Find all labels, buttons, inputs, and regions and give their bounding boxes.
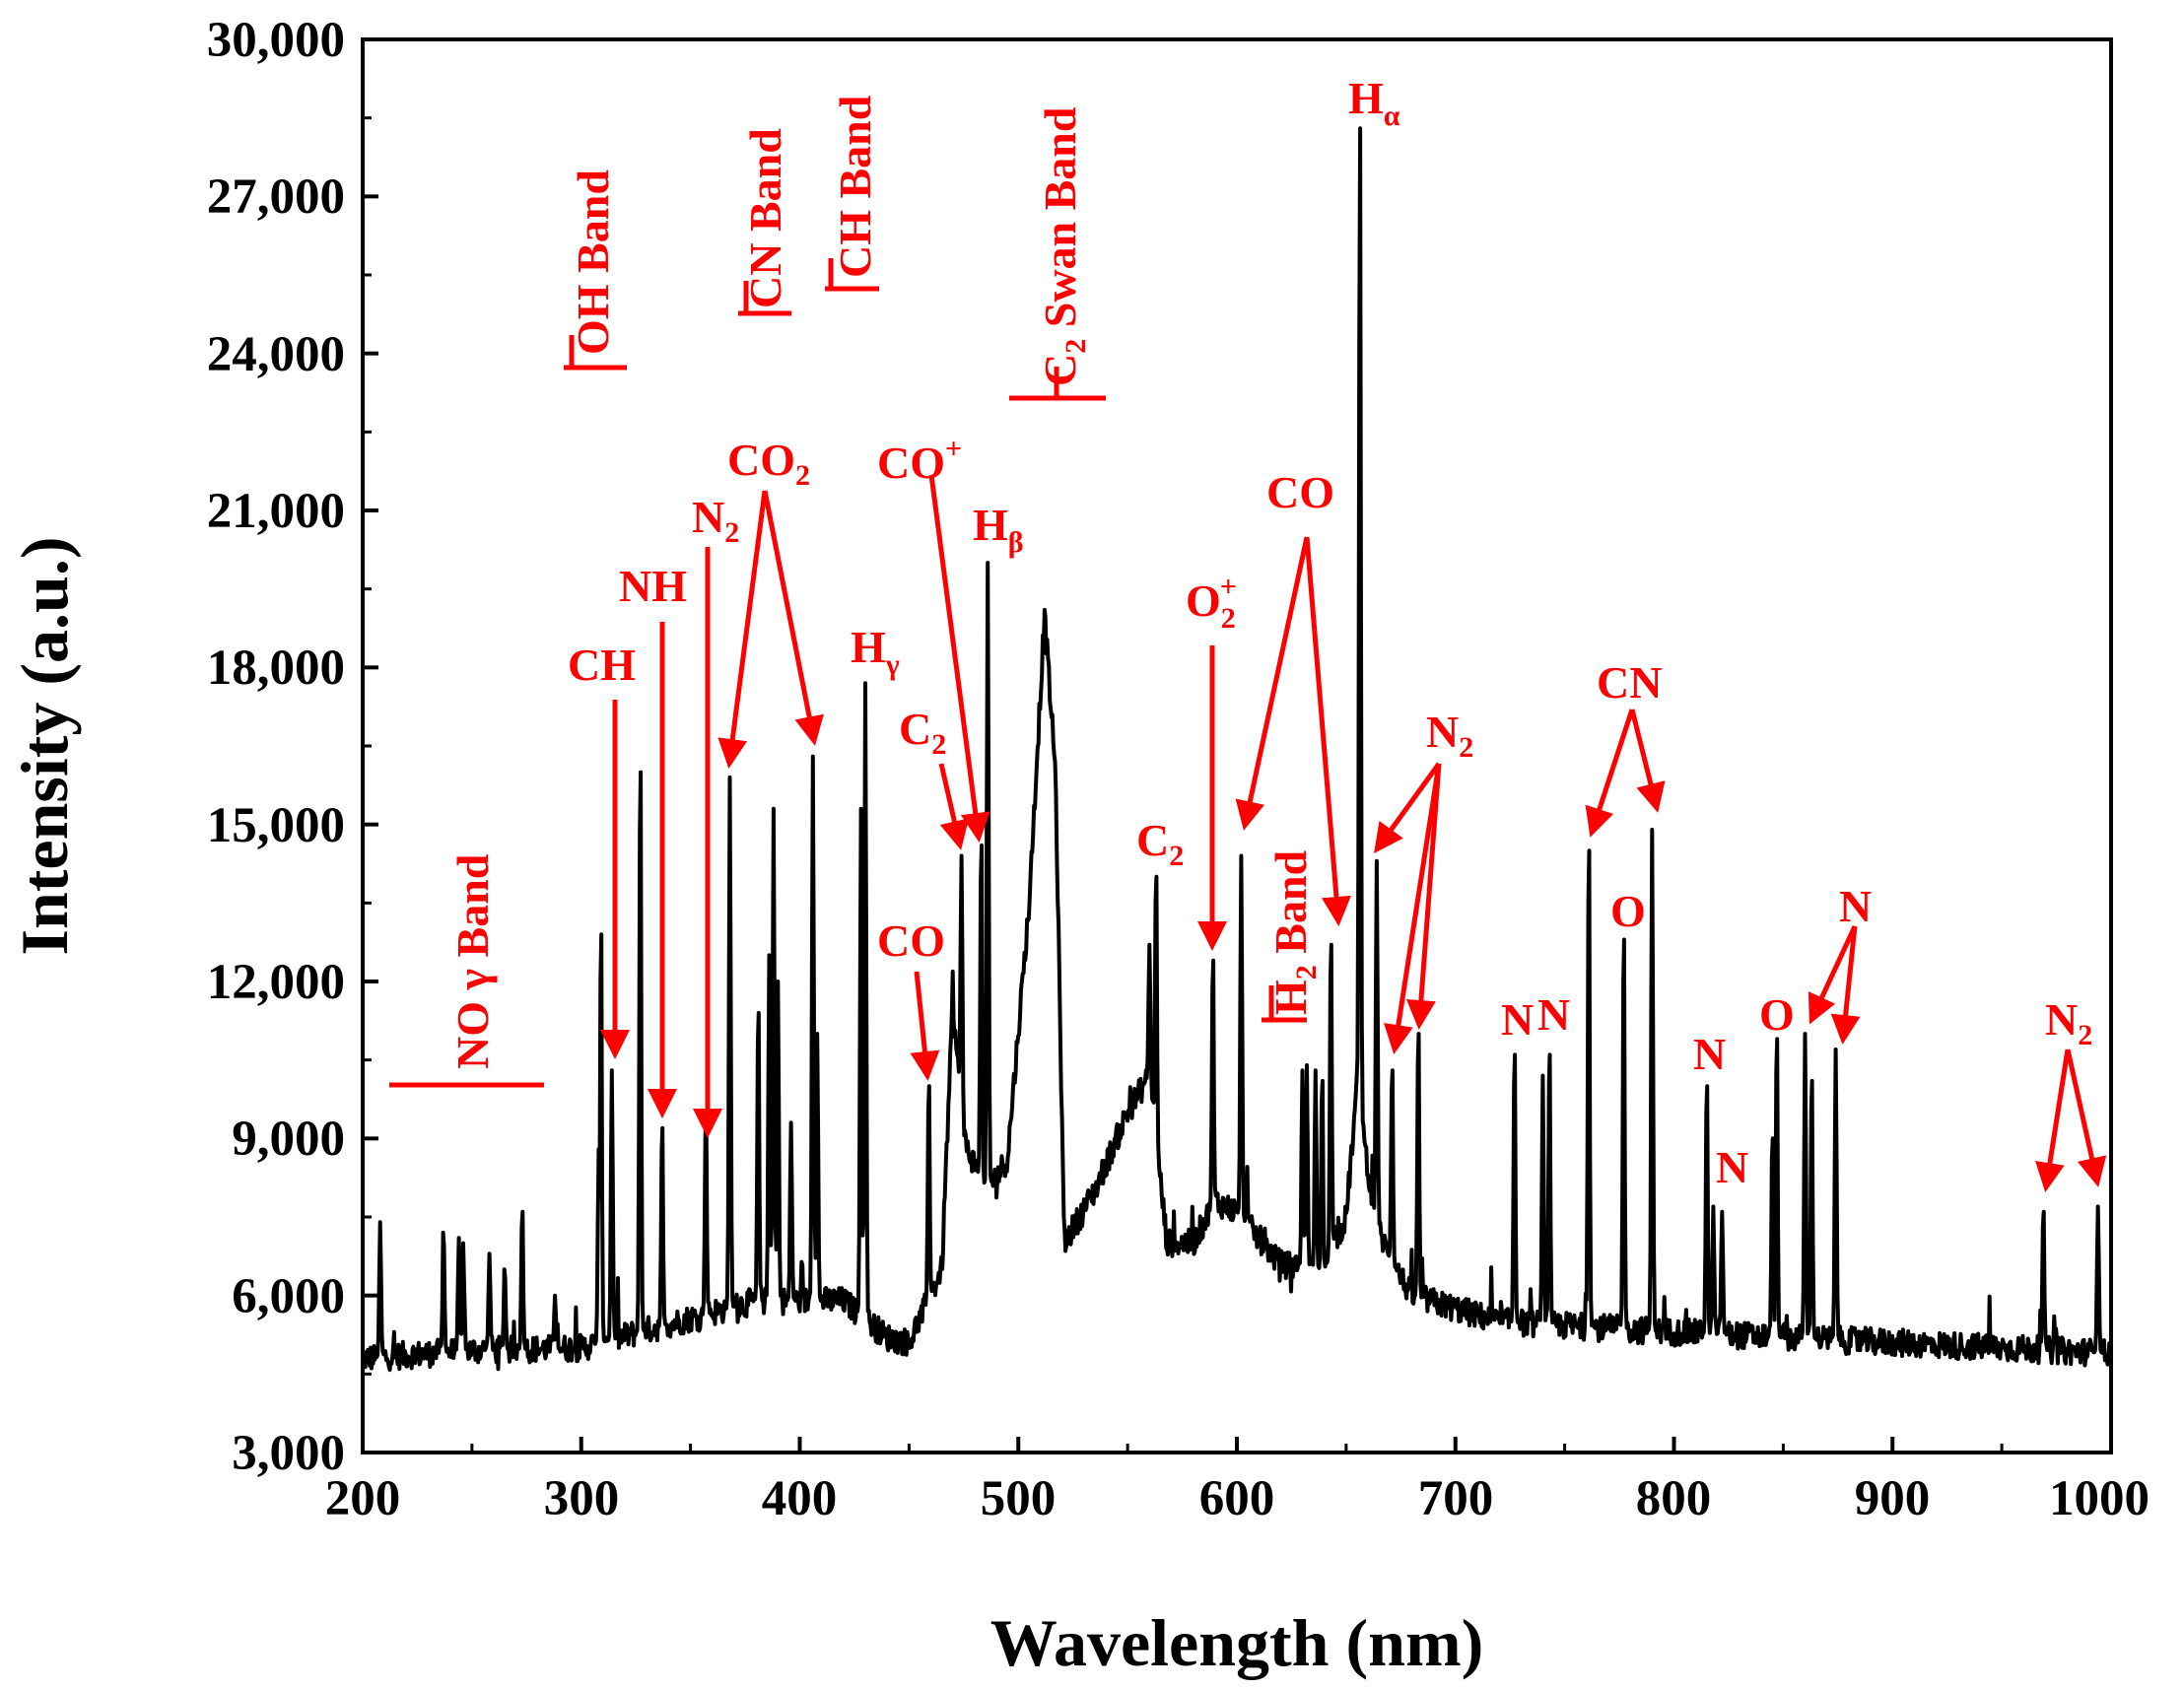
band-labels: NO γ Band OH Band CN Band CH Band C2 Swa…: [447, 95, 1323, 1069]
y-axis-tick-labels: 3,000 6,000 9,000 12,000 15,000 18,000 2…: [207, 13, 345, 1481]
y-axis-title: Intensity (a.u.): [7, 536, 82, 955]
y-tick-label: 3,000: [232, 1426, 345, 1481]
x-tick-label: 500: [981, 1471, 1057, 1526]
x-tick-label: 800: [1636, 1471, 1712, 1526]
y-tick-label: 12,000: [207, 955, 345, 1010]
x-tick-label: 700: [1418, 1471, 1494, 1526]
label-n-743: N: [1537, 989, 1570, 1040]
spectrum-line: [361, 126, 2113, 1373]
x-tick-label: 300: [544, 1471, 620, 1526]
label-n-822: N: [1716, 1142, 1748, 1192]
arrow-co-459: [910, 971, 940, 1081]
h2-band-label: H2 Band: [1265, 849, 1323, 1015]
cn-band-label: CN Band: [740, 128, 790, 308]
arrow-co-602: [1235, 536, 1310, 831]
x-tick-label: 900: [1855, 1471, 1931, 1526]
arrow-co2-368: [717, 490, 768, 769]
x-axis-title: Wavelength (nm): [990, 1605, 1484, 1680]
arrow-cn-790: [1629, 709, 1666, 813]
peak-arrows: [600, 474, 2107, 1192]
peak-labels: CH NH N2 CO2 Hγ C2 CO CO+ Hβ C2 O2+ CO H…: [568, 73, 2092, 1192]
y-tick-label: 15,000: [207, 798, 345, 853]
label-co-602: CO: [1266, 467, 1334, 517]
label-c2-563: C2: [1136, 815, 1184, 872]
band-markers: [389, 258, 1307, 1088]
plot-background: [363, 39, 2111, 1453]
y-tick-label: 24,000: [207, 327, 345, 382]
arrow-n2-664: [1374, 762, 1442, 854]
y-tick-label: 18,000: [207, 641, 345, 696]
arrow-c2-474: [938, 763, 970, 850]
label-n2-357: N2: [692, 492, 739, 549]
y-tick-label: 9,000: [232, 1112, 345, 1167]
label-o-777: O: [1610, 886, 1646, 936]
arrow-co-643: [1304, 536, 1351, 926]
y-tick-label: 27,000: [207, 169, 345, 225]
label-n-727: N: [1501, 994, 1534, 1045]
arrow-cn-761: [1585, 709, 1635, 838]
arrow-n2-683: [1405, 763, 1442, 1030]
label-cn: CN: [1597, 657, 1662, 708]
arrow-n-860: [1808, 924, 1858, 1025]
plot-frame: [361, 37, 2113, 1454]
c2-swan-band-label: C2 Swan Band: [1035, 106, 1092, 386]
arrow-n2-969: [2035, 1048, 2071, 1192]
oh-band-label: OH Band: [568, 169, 618, 355]
x-tick-label: 1000: [2049, 1471, 2150, 1526]
arrow-co-plus: [928, 474, 990, 843]
label-o2-plus: O2+: [1186, 571, 1237, 635]
label-n-815: N: [1693, 1029, 1726, 1079]
label-ch: CH: [568, 640, 636, 690]
no-gamma-band-label: NO γ Band: [447, 853, 498, 1069]
x-axis-tick-labels: 200 300 400 500 600 700 800 900 1000: [325, 1471, 2150, 1526]
y-tick-label: 21,000: [207, 484, 345, 539]
x-tick-label: 600: [1199, 1471, 1275, 1526]
x-tick-label: 200: [325, 1471, 401, 1526]
label-o-847: O: [1759, 989, 1795, 1040]
arrow-n-874: [1830, 925, 1861, 1045]
y-tick-label: 30,000: [207, 13, 345, 68]
x-tick-label: 400: [762, 1471, 838, 1526]
arrow-co2-406: [762, 490, 824, 746]
label-co-459: CO: [877, 915, 945, 966]
y-tick-label: 6,000: [232, 1269, 345, 1324]
arrow-n2-994: [2065, 1048, 2107, 1187]
arrow-n2-671: [1384, 763, 1442, 1054]
label-nh: NH: [619, 561, 687, 611]
ch-band-label: CH Band: [830, 95, 880, 278]
label-n-860: N: [1839, 881, 1872, 931]
